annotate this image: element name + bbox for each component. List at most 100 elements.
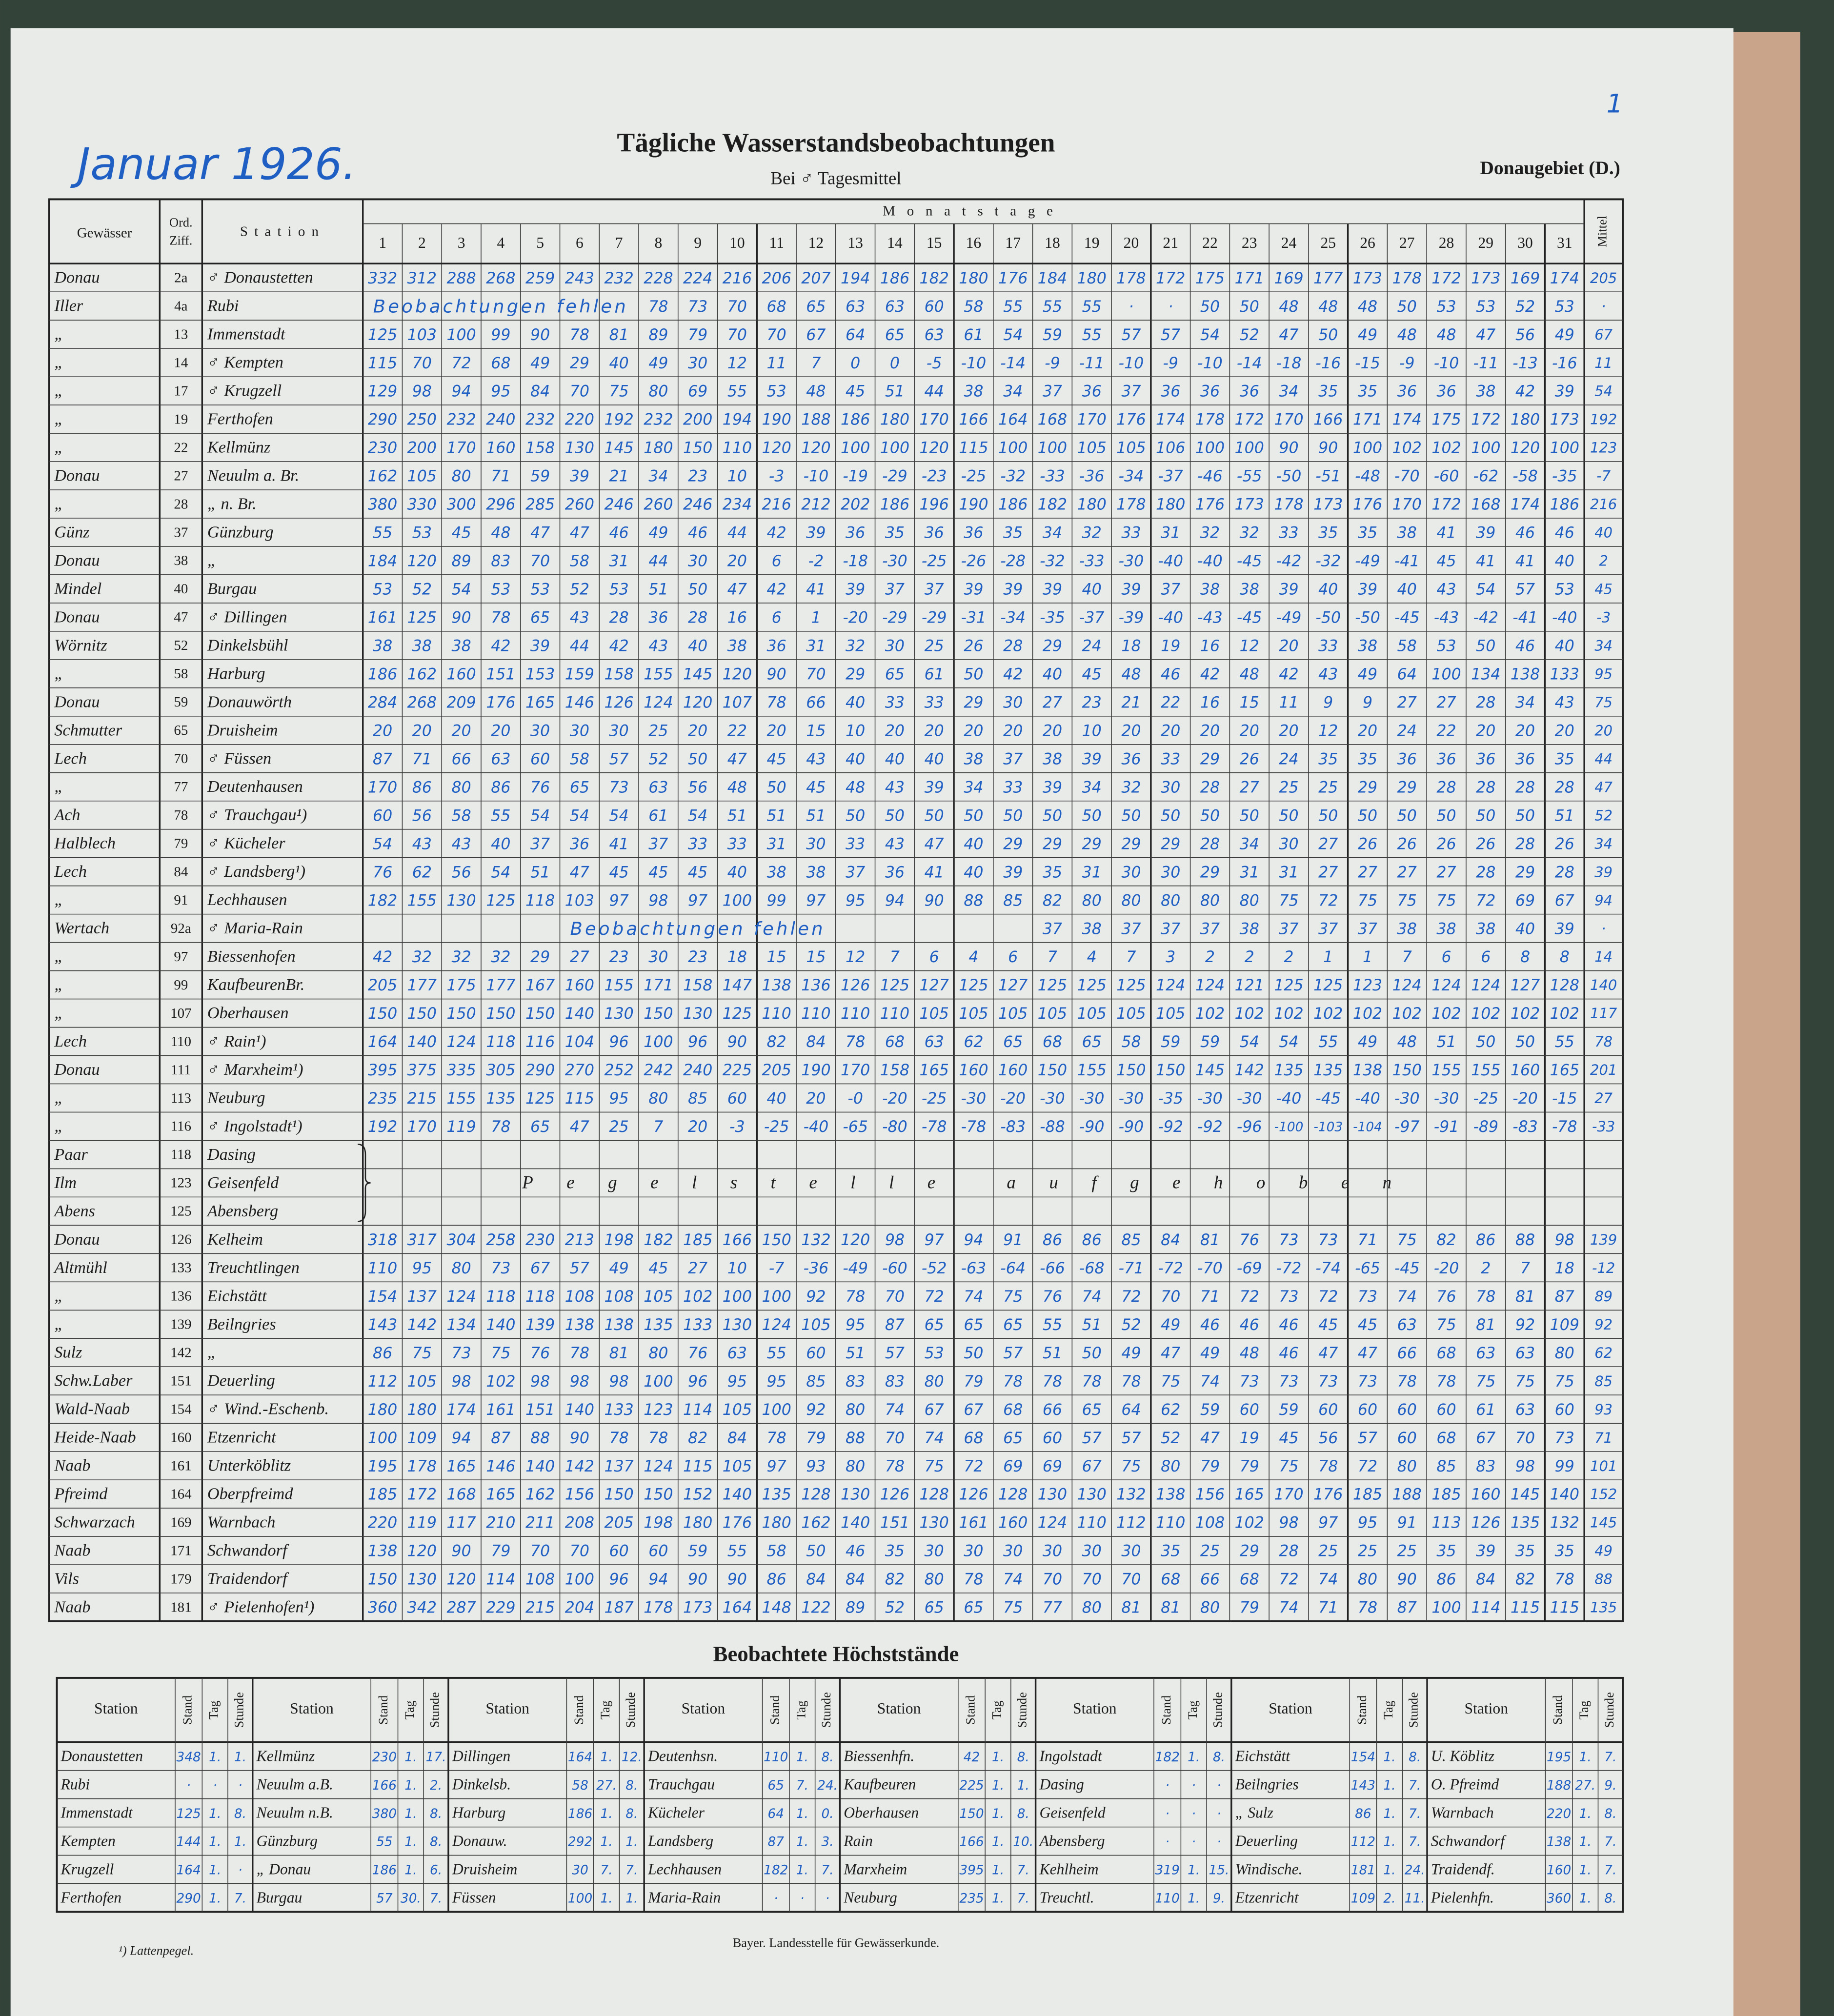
day-value: 108 — [1195, 1514, 1225, 1532]
day-value: 220 — [368, 1514, 397, 1532]
day-value: 186 — [998, 496, 1028, 514]
hoechst-value: 154 — [1351, 1750, 1375, 1765]
day-value: 57 — [609, 750, 629, 768]
day-value: 65 — [1003, 1316, 1023, 1334]
day-value: 124 — [1392, 977, 1422, 994]
day-value: 41 — [925, 864, 944, 881]
day-value: 60 — [1397, 1430, 1417, 1447]
day-value: 20 — [1515, 722, 1535, 740]
day-value: 180 — [762, 1514, 791, 1532]
day-value: 26 — [1358, 835, 1377, 853]
day-value: 35 — [1436, 1543, 1456, 1560]
day-value: 43 — [1555, 694, 1574, 711]
day-value: 33 — [1161, 750, 1180, 768]
day-value: 1 — [1363, 948, 1372, 966]
day-value: 135 — [762, 1486, 791, 1504]
day-value: 50 — [1200, 807, 1220, 825]
day-value: 39 — [806, 524, 826, 542]
day-value: 68 — [885, 1033, 905, 1051]
mean-value: 216 — [1590, 496, 1617, 513]
day-value: -46 — [1197, 468, 1223, 485]
day-value: 95 — [1358, 1514, 1377, 1532]
day-value: 86 — [767, 1571, 786, 1589]
day-value: 79 — [806, 1430, 826, 1447]
day-value: 110 — [801, 1005, 830, 1023]
day-value: -45 — [1237, 609, 1262, 627]
day-value: 130 — [604, 1005, 633, 1023]
day-value: 19 — [1161, 638, 1180, 655]
station: Rubi — [207, 297, 239, 315]
day-value: 38 — [1476, 383, 1495, 401]
col-ziff: Ziff. — [169, 233, 192, 247]
day-value: 65 — [885, 665, 905, 683]
day-value: -40 — [1276, 1090, 1302, 1108]
day-value: 139 — [525, 1316, 555, 1334]
station: Neuulm a. Br. — [207, 466, 299, 485]
day-value: 50 — [688, 581, 707, 599]
mean-value: 135 — [1590, 1599, 1617, 1616]
day-value: 82 — [1515, 1571, 1535, 1589]
day-value: 25 — [609, 1118, 629, 1136]
day-value: 138 — [565, 1316, 594, 1334]
day-number: 6 — [576, 234, 584, 251]
day-value: 176 — [1353, 496, 1382, 514]
day-value: 97 — [609, 892, 629, 909]
day-value: 72 — [1358, 1458, 1377, 1475]
day-value: 51 — [885, 383, 905, 401]
day-value: 79 — [688, 326, 707, 344]
day-value: 177 — [486, 977, 515, 994]
day-value: 53 — [1476, 298, 1495, 316]
row-note: Pegelstelle aufgehoben — [522, 1172, 1425, 1192]
day-value: 120 — [446, 1571, 476, 1589]
day-value: 78 — [964, 1571, 983, 1589]
day-value: 75 — [1515, 1373, 1535, 1391]
hoechst-col: Station — [94, 1700, 138, 1717]
day-value: 105 — [723, 1401, 752, 1419]
ord-number: 133 — [170, 1260, 191, 1276]
day-value: 216 — [723, 270, 752, 287]
day-value: 44 — [648, 553, 668, 570]
day-value: 120 — [762, 440, 791, 457]
day-value: 95 — [491, 383, 510, 401]
day-value: 25 — [648, 722, 668, 740]
day-value: 2 — [1245, 948, 1254, 966]
hoechst-value: 1. — [1383, 1750, 1395, 1765]
day-value: 230 — [368, 440, 397, 457]
hoechst-value: 55 — [376, 1835, 393, 1850]
day-value: 76 — [688, 1345, 707, 1362]
day-value: 129 — [368, 383, 397, 401]
day-value: 58 — [1397, 638, 1417, 655]
day-value: 220 — [565, 411, 594, 429]
day-value: 75 — [1476, 1373, 1495, 1391]
hoechst-value: 7. — [1604, 1863, 1616, 1878]
hoechst-value: 58 — [572, 1778, 588, 1793]
day-value: 243 — [565, 270, 594, 287]
hoechst-value: 8. — [430, 1807, 442, 1821]
day-value: 35 — [885, 1543, 905, 1560]
day-value: 145 — [1511, 1486, 1540, 1504]
day-value: 100 — [1471, 440, 1500, 457]
day-value: 188 — [1392, 1486, 1422, 1504]
day-value: 29 — [1397, 779, 1417, 796]
day-value: 40 — [885, 750, 905, 768]
hoechst-value: 1. — [992, 1807, 1004, 1821]
river: Schmutter — [54, 721, 122, 739]
day-value: 152 — [683, 1486, 712, 1504]
hoechst-col: Station — [485, 1700, 529, 1717]
day-value: 57 — [1003, 1345, 1023, 1362]
hoechst-value: 1. — [234, 1750, 246, 1765]
day-value: 270 — [565, 1062, 594, 1079]
day-value: 80 — [1358, 1571, 1377, 1589]
hoechst-col: Stunde — [1407, 1692, 1421, 1728]
day-value: 80 — [452, 779, 471, 796]
river: Ilm — [54, 1173, 77, 1192]
day-value: 60 — [1043, 1430, 1062, 1447]
day-value: 122 — [801, 1599, 830, 1617]
day-value: 39 — [1003, 864, 1023, 881]
day-value: 80 — [648, 1345, 668, 1362]
day-value: 72 — [1318, 892, 1338, 909]
day-value: 80 — [846, 1401, 865, 1419]
day-value: 58 — [1121, 1033, 1141, 1051]
day-value: 20 — [688, 722, 707, 740]
day-value: 50 — [1318, 326, 1338, 344]
